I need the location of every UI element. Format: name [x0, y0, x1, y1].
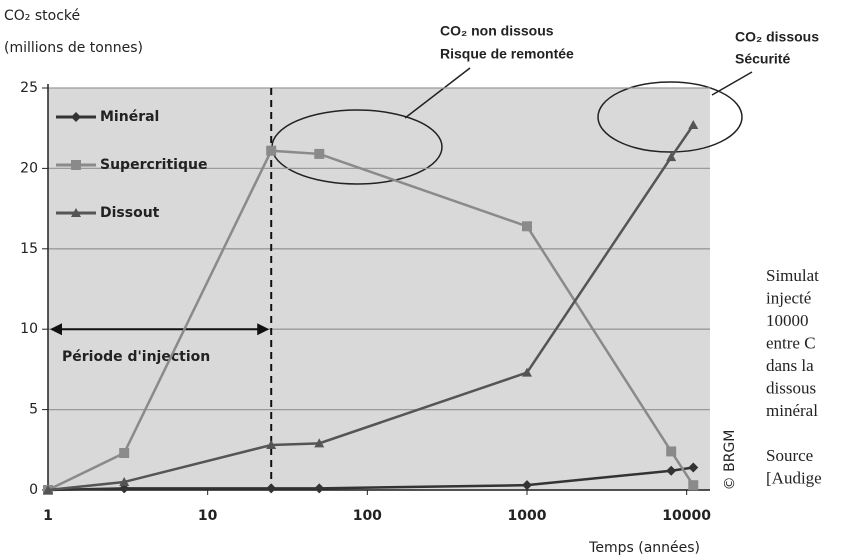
marker — [71, 112, 81, 122]
marker — [314, 148, 325, 159]
side-text: Simulat — [766, 266, 819, 285]
annotation: Risque de remontée — [440, 46, 574, 62]
marker — [688, 119, 699, 129]
highlight-ellipse — [597, 81, 743, 153]
side-text: minéral — [766, 401, 818, 420]
marker — [522, 480, 533, 491]
annotation: CO₂ non dissous — [440, 23, 554, 39]
side-text: injecté — [766, 288, 811, 307]
marker — [688, 480, 699, 491]
marker — [666, 446, 677, 457]
y-tick-label: 0 — [29, 482, 38, 498]
marker — [266, 145, 277, 156]
y-tick-label: 10 — [20, 321, 38, 337]
side-text: Source — [766, 446, 813, 465]
annotation: CO₂ dissous — [735, 29, 819, 45]
marker — [71, 208, 81, 217]
side-text: dissous — [766, 378, 816, 397]
marker — [688, 462, 699, 473]
x-tick-label: 10000 — [662, 508, 711, 524]
legend-label: Minéral — [100, 109, 159, 125]
x-axis-label: Temps (années) — [588, 540, 700, 556]
side-text: 10000 — [766, 311, 809, 330]
arrow-head — [257, 323, 270, 336]
marker — [666, 465, 677, 476]
marker — [43, 485, 53, 494]
marker — [119, 476, 130, 486]
legend-label: Supercritique — [100, 157, 207, 173]
marker — [522, 367, 533, 377]
side-text: [Audige — [766, 468, 822, 487]
annotation: Sécurité — [735, 51, 790, 67]
side-text: entre C — [766, 333, 816, 352]
plot-area — [48, 88, 710, 490]
marker — [266, 483, 277, 494]
x-tick-label: 1 — [43, 508, 53, 524]
x-tick-label: 1000 — [508, 508, 547, 524]
arrow-head — [50, 323, 62, 336]
marker — [314, 483, 325, 494]
y-tick-label: 5 — [29, 402, 38, 418]
leader-line — [711, 71, 753, 96]
marker — [666, 152, 677, 162]
y-axis-label: CO₂ stocké — [4, 8, 80, 24]
x-tick-label: 100 — [353, 508, 382, 524]
y-axis-label: (millions de tonnes) — [4, 40, 143, 56]
reference-label: Période d'injection — [62, 349, 210, 365]
y-tick-label: 25 — [20, 80, 38, 96]
credit: © BRGM — [722, 430, 738, 491]
side-text: dans la — [766, 356, 814, 375]
marker — [522, 221, 533, 232]
marker — [266, 439, 277, 449]
y-tick-label: 15 — [20, 241, 38, 257]
marker — [71, 160, 81, 170]
marker — [314, 438, 325, 448]
x-tick-label: 10 — [198, 508, 218, 524]
legend-label: Dissout — [100, 205, 160, 221]
marker — [119, 448, 130, 459]
y-tick-label: 20 — [20, 160, 38, 176]
leader-line — [404, 67, 471, 119]
